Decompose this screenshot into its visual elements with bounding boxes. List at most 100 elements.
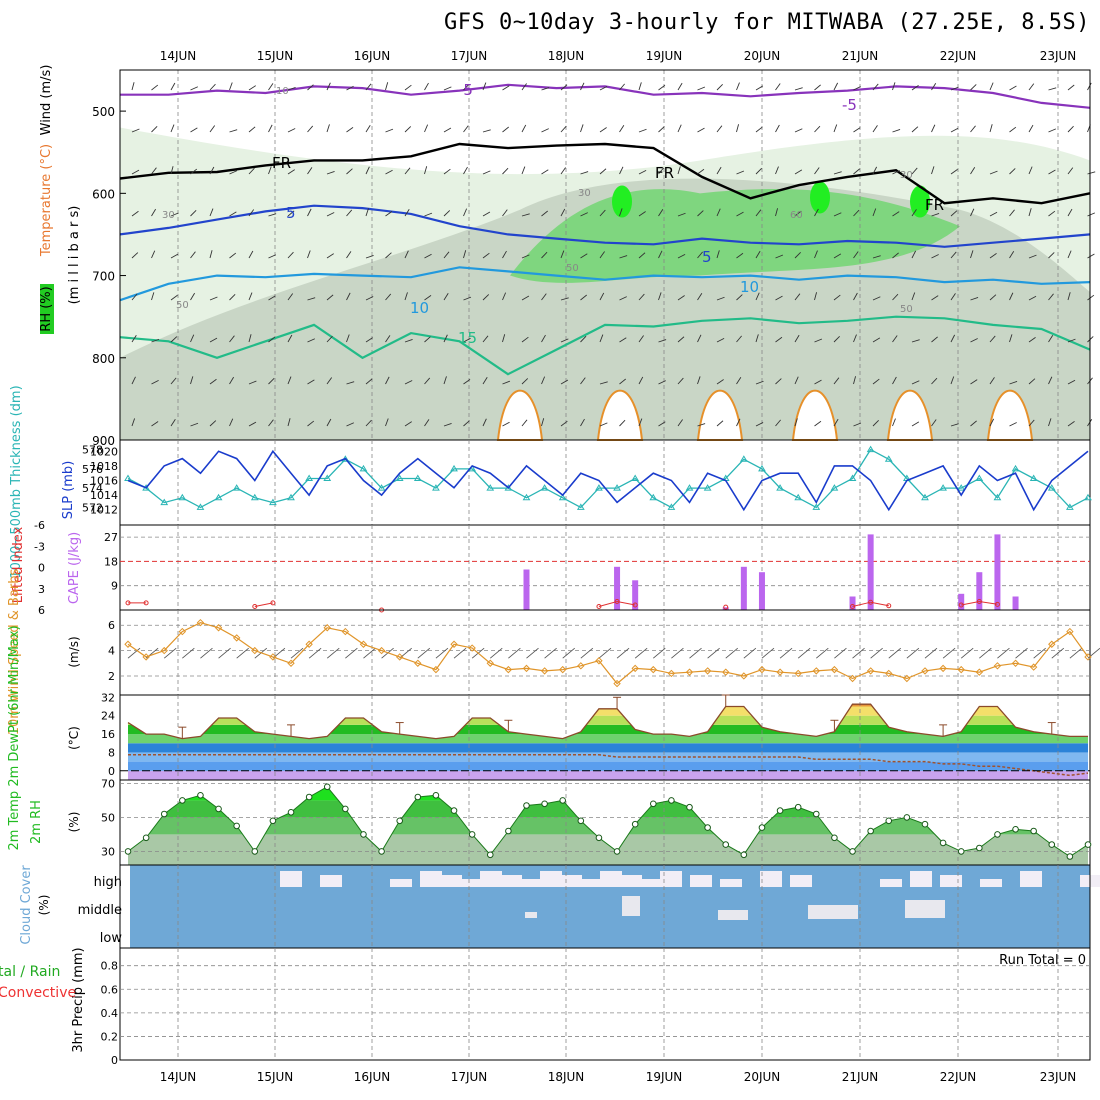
wind-barb	[385, 128, 394, 133]
axis-label-slp: SLP (mb)	[61, 461, 76, 520]
wind-barb	[677, 336, 685, 343]
thickness-frame	[119, 439, 1091, 526]
wind-barb	[229, 129, 238, 133]
wind-marker	[432, 665, 440, 674]
wind-barb	[307, 379, 315, 385]
wind-barb	[697, 168, 705, 175]
wind-barb	[950, 423, 959, 427]
wind-barb	[736, 124, 740, 133]
wind-barb	[1087, 294, 1095, 301]
wind-frame	[119, 609, 1091, 696]
thickness-marker	[124, 474, 132, 481]
wind-barb	[833, 212, 842, 217]
wind-barb	[833, 82, 839, 91]
wind-marker	[921, 667, 929, 675]
wind-marker	[232, 634, 241, 642]
date-label-top: 23JUN	[1040, 49, 1077, 63]
wind-barb	[716, 420, 724, 427]
wind-barb	[794, 87, 803, 91]
date-label-bottom: 19JUN	[646, 1070, 683, 1084]
wind-marker	[812, 667, 821, 675]
wind-barb	[716, 84, 723, 91]
wind-barb	[892, 252, 899, 259]
cloud-high	[500, 875, 522, 887]
wind-barb	[170, 166, 174, 175]
rh-marker	[305, 793, 313, 801]
y-tick-right: 1016	[90, 475, 118, 488]
wind-barb	[689, 647, 702, 659]
y-tick-label: 500	[92, 105, 115, 119]
wind-barb	[794, 252, 801, 259]
cloud-high	[520, 879, 542, 887]
wind-barb	[248, 334, 252, 343]
wind-barb	[190, 251, 196, 259]
wind-barb	[872, 378, 880, 385]
wind-barb	[1028, 378, 1036, 385]
wind-barb	[1009, 380, 1018, 385]
rh-marker	[360, 831, 367, 838]
wind-marker	[1029, 663, 1038, 671]
wind-barb	[521, 166, 526, 175]
wind-barb	[697, 210, 704, 217]
rh-marker	[867, 827, 874, 835]
li-marker	[596, 603, 602, 609]
wind-barb	[638, 128, 647, 133]
cloud-mid	[525, 912, 537, 918]
wind-barb	[326, 377, 333, 385]
wind-barb	[1087, 212, 1096, 217]
wind-marker	[975, 668, 984, 676]
wind-barb	[209, 250, 213, 259]
wind-barb	[638, 211, 646, 217]
wind-barb	[775, 254, 784, 259]
thickness-marker	[576, 503, 585, 510]
wind-barb	[989, 294, 997, 301]
wind-barb	[287, 86, 296, 91]
axis-label-wind: Wind (m/s)	[39, 65, 54, 136]
wind-barb	[950, 293, 956, 301]
wind-barb	[872, 166, 878, 175]
wind-barb	[619, 378, 627, 385]
wind-barb	[404, 292, 408, 301]
cape-bar	[632, 580, 639, 610]
y-tick-right: 1020	[90, 445, 118, 458]
date-label-bottom: 17JUN	[451, 1070, 488, 1084]
wind-barb	[424, 166, 428, 175]
wind-marker	[377, 646, 386, 655]
li-line	[254, 602, 273, 607]
wind-barb	[404, 421, 412, 427]
contour-label: 5	[286, 204, 296, 222]
thickness-marker	[450, 464, 458, 472]
wind-barb	[970, 420, 977, 427]
wind-barb	[268, 336, 276, 343]
thickness-marker	[848, 474, 857, 481]
wind-barb	[365, 296, 374, 301]
wind-barb	[1028, 337, 1036, 343]
rh-marker	[740, 851, 748, 859]
wind-barb	[560, 125, 567, 133]
cloud-level-label: middle	[78, 903, 122, 918]
date-label-top: 18JUN	[548, 49, 585, 63]
wind-barb	[775, 208, 779, 217]
rh-marker	[269, 817, 277, 825]
wind-barb	[580, 212, 588, 217]
wind-barb	[463, 296, 472, 301]
contour-label: 50	[176, 300, 189, 311]
wind-barb	[229, 252, 237, 259]
rh-band	[128, 817, 1088, 835]
thickness-marker	[866, 445, 875, 453]
date-label-bottom: 18JUN	[548, 1070, 585, 1084]
rh-legend-swatch	[40, 284, 54, 334]
cape-bar	[722, 607, 729, 610]
thickness-marker	[377, 484, 386, 491]
wind-barb	[794, 169, 803, 175]
wind-barb	[911, 126, 919, 133]
wind-barb	[1067, 125, 1074, 133]
wind-marker	[577, 662, 585, 670]
wind-barb	[443, 422, 452, 427]
wind-barb	[853, 168, 860, 175]
wind-barb	[508, 647, 521, 659]
wind-marker	[613, 679, 621, 688]
wind-barb	[521, 295, 530, 301]
